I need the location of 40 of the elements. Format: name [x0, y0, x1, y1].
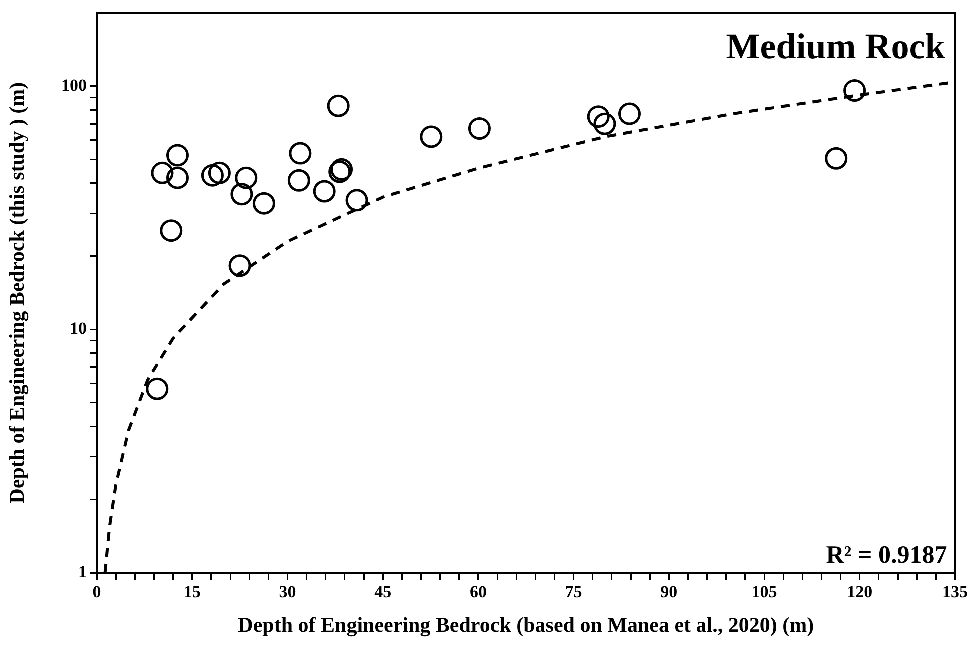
annotation: Medium Rock	[726, 26, 946, 66]
point	[346, 189, 368, 212]
x-tick-label: 45	[374, 582, 392, 602]
point	[313, 180, 336, 203]
point	[208, 162, 231, 184]
point	[201, 164, 224, 187]
point	[151, 162, 174, 184]
point	[160, 220, 183, 242]
x-tick-label: 0	[92, 582, 102, 602]
point	[618, 102, 641, 126]
point	[235, 166, 258, 190]
x-axis-title: Depth of Engineering Bedrock (based on Manea et al., 2020) (m)	[238, 612, 814, 637]
x-tick-label: 75	[565, 582, 582, 602]
x-tick-label: 60	[470, 582, 487, 602]
point	[594, 112, 616, 136]
annotation: R² = 0.9187	[826, 542, 948, 569]
x-tick-label: 30	[279, 582, 296, 602]
point	[289, 142, 312, 165]
y-tick-label: 10	[70, 319, 87, 338]
point	[166, 144, 189, 167]
point	[420, 126, 443, 148]
point	[228, 254, 252, 278]
x-tick-label: 105	[752, 582, 778, 602]
point	[468, 118, 491, 140]
y-axis-title: Depth of Engineering Bedrock (this study ) (m)	[5, 82, 30, 504]
y-tick-label: 1	[78, 562, 87, 582]
point	[166, 166, 189, 190]
x-tick-label: 15	[184, 582, 201, 602]
point	[288, 169, 310, 192]
y-tick-label: 100	[62, 76, 87, 95]
x-tick-label: 135	[942, 582, 968, 602]
point	[146, 378, 169, 400]
x-tick-label: 90	[660, 582, 678, 602]
point	[825, 147, 848, 170]
point	[252, 192, 276, 215]
point	[327, 94, 350, 118]
point	[587, 106, 610, 128]
point	[844, 80, 866, 102]
point	[230, 183, 254, 206]
x-tick-label: 120	[847, 582, 873, 602]
